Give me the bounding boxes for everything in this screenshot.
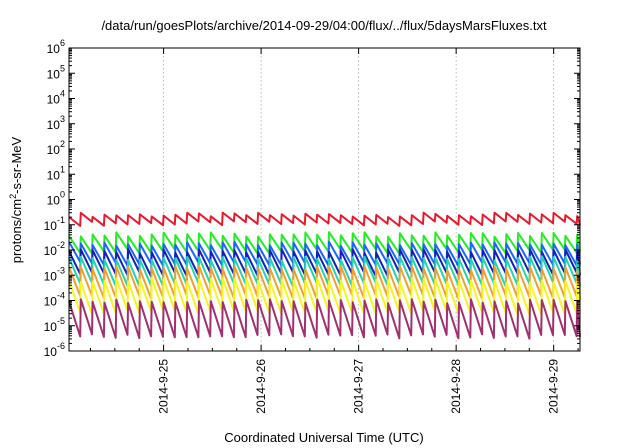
y-tick-label: 10-3 [44,265,65,283]
y-axis-label-suffix: -s-sr-MeV [9,136,24,193]
x-tick-label: 2014-9-29 [547,359,561,414]
x-tick-label: 2014-9-27 [352,359,366,414]
y-ticks: 10-6 10-5 10-4 10-3 10-2 10-1 100 101 102 103 104 1… [44,38,580,359]
y-tick-label: 10-4 [44,291,65,309]
series-line [68,277,581,316]
y-axis-label-superscript: 2 [8,194,18,199]
series-line [68,231,581,255]
chart-title: /data/run/goesPlots/archive/2014-09-29/0… [101,18,547,33]
y-tick-label: 106 [47,38,65,56]
x-tick-label: 2014-9-28 [449,359,463,414]
series-line [68,211,581,227]
y-tick-label: 101 [47,164,65,182]
y-tick-label: 103 [47,114,65,132]
series-layer [68,211,581,340]
x-axis-label: Coordinated Universal Time (UTC) [224,430,423,445]
y-tick-label: 10-5 [44,316,65,334]
series-line [68,298,581,340]
y-tick-label: 10-6 [44,341,65,359]
y-tick-label: 104 [47,89,65,107]
x-tick-label: 2014-9-25 [157,359,171,414]
x-tick-label: 2014-9-26 [254,359,268,414]
y-tick-label: 100 [47,190,65,208]
y-tick-label: 102 [47,139,65,157]
x-ticks: 2014-9-25 2014-9-26 2014-9-27 2014-9-28 2014… [89,48,579,414]
y-tick-label: 10-2 [44,240,65,258]
y-tick-label: 105 [47,63,65,81]
y-axis-label-prefix: protons/cm [9,199,24,263]
y-axis-label: protons/cm2-s-sr-MeV [8,136,24,263]
y-tick-label: 10-1 [44,215,65,233]
